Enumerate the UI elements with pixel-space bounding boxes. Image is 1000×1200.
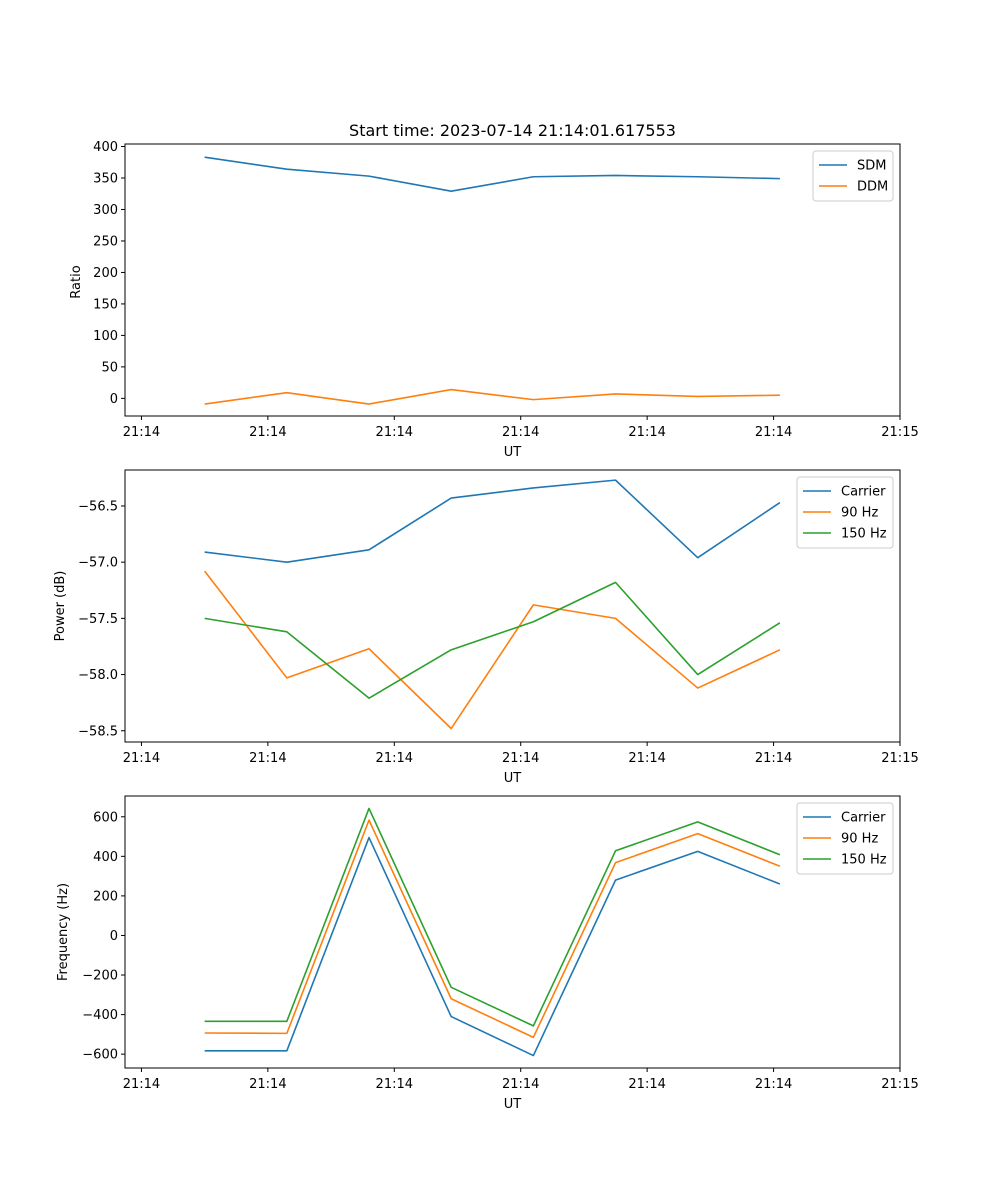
ratio-y-tick-label: 50 <box>101 360 118 375</box>
ratio-y-tick-label: 100 <box>93 329 118 344</box>
ratio-y-tick-label: 150 <box>93 297 118 312</box>
power-x-tick-label: 21:14 <box>755 751 792 766</box>
power-y-axis-label: Power (dB) <box>53 571 68 642</box>
power-legend: Carrier 90 Hz 150 Hz <box>796 476 894 549</box>
power-x-tick-label: 21:14 <box>628 751 665 766</box>
ratio-y-tick-label: 250 <box>93 234 118 249</box>
power-series-90-hz-line <box>204 570 781 730</box>
power-y-tick-label: −58.0 <box>78 668 118 683</box>
frequency-y-tick-label: 200 <box>93 889 118 904</box>
frequency-x-tick-label: 21:14 <box>376 1077 413 1092</box>
power-legend-box <box>796 476 894 549</box>
ratio-x-ticks: 21:14 21:14 21:14 21:14 21:14 21:14 21:15 <box>123 416 919 440</box>
frequency-x-axis-label: UT <box>504 1097 522 1112</box>
ratio-legend: SDM DDM <box>812 150 894 202</box>
power-y-tick-label: −58.5 <box>78 724 118 739</box>
ratio-legend-label-sdm: SDM <box>857 159 886 174</box>
frequency-legend-label-90-hz: 90 Hz <box>841 832 878 847</box>
chart-title: Start time: 2023-07-14 21:14:01.617553 <box>349 121 676 140</box>
ratio-x-tick-label: 21:14 <box>628 425 665 440</box>
frequency-x-tick-label: 21:14 <box>502 1077 539 1092</box>
frequency-x-ticks: 21:14 21:14 21:14 21:14 21:14 21:14 21:15 <box>123 1068 919 1092</box>
power-x-tick-label: 21:14 <box>249 751 286 766</box>
ratio-y-ticks: 0 50 100 150 200 250 300 350 400 <box>93 140 125 407</box>
ratio-legend-box <box>812 150 894 202</box>
frequency-legend: Carrier 90 Hz 150 Hz <box>796 802 894 875</box>
power-legend-label-150-hz: 150 Hz <box>841 527 887 542</box>
ratio-y-tick-label: 300 <box>93 203 118 218</box>
ratio-x-axis-label: UT <box>504 445 522 460</box>
frequency-y-tick-label: −600 <box>82 1048 118 1063</box>
frequency-series-150-hz-line <box>204 807 781 1027</box>
ratio-x-tick-label: 21:14 <box>376 425 413 440</box>
frequency-y-tick-label: 600 <box>93 810 118 825</box>
ratio-y-tick-label: 400 <box>93 140 118 155</box>
power-y-tick-label: −57.0 <box>78 556 118 571</box>
ratio-y-tick-label: 350 <box>93 172 118 187</box>
ratio-series-lines <box>204 156 780 405</box>
ratio-series-sdm-line <box>204 156 780 193</box>
power-series-carrier-line <box>204 479 781 563</box>
frequency-series-lines <box>204 807 781 1057</box>
frequency-y-ticks: −600 −400 −200 0 200 400 600 <box>82 810 125 1063</box>
power-legend-label-90-hz: 90 Hz <box>841 506 878 521</box>
power-series-150-hz-line <box>204 581 781 699</box>
power-y-tick-label: −56.5 <box>78 499 118 514</box>
power-x-axis-label: UT <box>504 771 522 786</box>
ratio-x-tick-label: 21:14 <box>502 425 539 440</box>
frequency-y-tick-label: −400 <box>82 1008 118 1023</box>
power-series-lines <box>204 479 781 730</box>
power-plot-frame <box>124 469 901 743</box>
power-y-tick-label: −57.5 <box>78 612 118 627</box>
power-x-tick-label: 21:14 <box>502 751 539 766</box>
frequency-plot-frame <box>124 795 901 1069</box>
ratio-series-ddm-line <box>204 388 780 405</box>
frequency-x-tick-label: 21:14 <box>755 1077 792 1092</box>
power-x-tick-label: 21:15 <box>881 751 918 766</box>
frequency-series-90-hz-line <box>204 819 781 1039</box>
power-x-ticks: 21:14 21:14 21:14 21:14 21:14 21:14 21:15 <box>123 742 919 766</box>
ratio-y-tick-label: 200 <box>93 266 118 281</box>
ratio-x-tick-label: 21:14 <box>249 425 286 440</box>
ratio-x-tick-label: 21:15 <box>881 425 918 440</box>
ratio-legend-label-ddm: DDM <box>857 180 888 195</box>
ratio-y-axis-label: Ratio <box>69 265 84 298</box>
frequency-y-tick-label: −200 <box>82 969 118 984</box>
power-x-tick-label: 21:14 <box>376 751 413 766</box>
frequency-x-tick-label: 21:14 <box>249 1077 286 1092</box>
power-panel: 21:14 21:14 21:14 21:14 21:14 21:14 21:15 −58.… <box>53 469 919 786</box>
frequency-y-tick-label: 0 <box>110 929 118 944</box>
frequency-panel: 21:14 21:14 21:14 21:14 21:14 21:14 21:15 −600… <box>56 795 919 1112</box>
frequency-y-tick-label: 400 <box>93 850 118 865</box>
frequency-x-tick-label: 21:15 <box>881 1077 918 1092</box>
frequency-x-tick-label: 21:14 <box>123 1077 160 1092</box>
power-y-ticks: −58.5 −58.0 −57.5 −57.0 −56.5 <box>78 499 125 739</box>
frequency-y-axis-label: Frequency (Hz) <box>56 883 71 981</box>
ratio-x-tick-label: 21:14 <box>123 425 160 440</box>
frequency-legend-box <box>796 802 894 875</box>
ratio-plot-frame <box>124 143 901 417</box>
power-legend-label-carrier: Carrier <box>841 485 886 500</box>
ratio-x-tick-label: 21:14 <box>755 425 792 440</box>
frequency-legend-label-carrier: Carrier <box>841 811 886 826</box>
ratio-y-tick-label: 0 <box>110 392 118 407</box>
frequency-series-carrier-line <box>204 836 781 1057</box>
frequency-x-tick-label: 21:14 <box>628 1077 665 1092</box>
ratio-panel: Start time: 2023-07-14 21:14:01.617553 2… <box>69 121 919 460</box>
frequency-legend-label-150-hz: 150 Hz <box>841 853 887 868</box>
power-x-tick-label: 21:14 <box>123 751 160 766</box>
